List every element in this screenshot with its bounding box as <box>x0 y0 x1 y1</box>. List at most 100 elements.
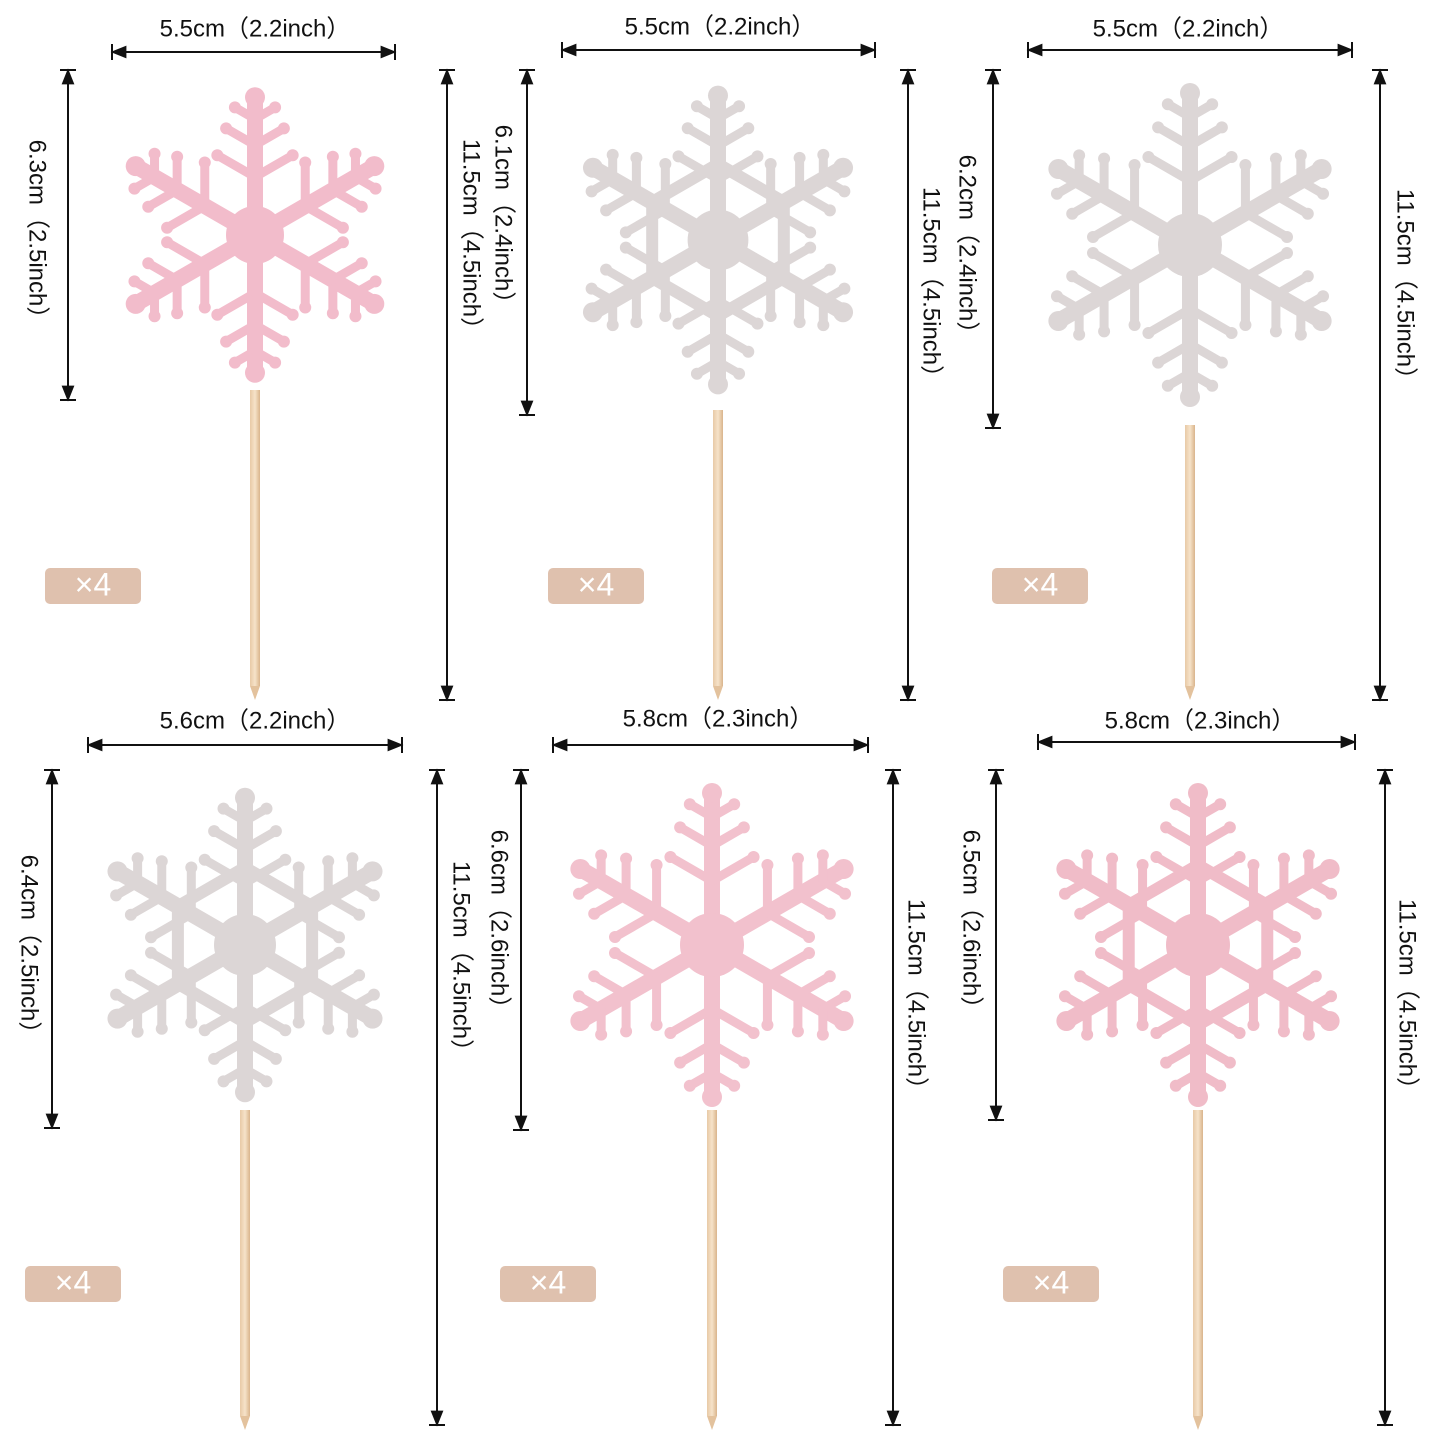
branch <box>1161 822 1203 851</box>
arm-tip <box>1048 159 1069 179</box>
branch-tip <box>299 156 312 169</box>
branch <box>1240 208 1292 242</box>
stick-tip <box>1193 1416 1203 1430</box>
branch-tip <box>1247 1019 1260 1031</box>
branch <box>1185 339 1227 368</box>
branch <box>162 237 210 269</box>
width-label: 5.6cm（2.2inch） <box>160 707 351 734</box>
arm-tip <box>1311 159 1332 179</box>
branch-tip <box>664 851 677 863</box>
branch-tip <box>761 859 774 871</box>
branch-tip <box>299 301 312 314</box>
branch <box>1271 190 1313 219</box>
branch <box>1088 208 1140 242</box>
branch-tip <box>1215 356 1228 369</box>
branch-tip <box>1087 231 1100 243</box>
branch-tip <box>142 257 155 270</box>
arm-tip <box>362 861 383 882</box>
branch-tip <box>1073 149 1086 162</box>
branch-tip <box>816 849 829 862</box>
quantity-label: ×4 <box>75 566 111 602</box>
branch-tip <box>1214 798 1227 811</box>
branch-tip <box>742 122 755 135</box>
branch-tip <box>208 825 221 838</box>
branch <box>621 205 670 237</box>
branch-tip <box>217 802 230 815</box>
branch-tip <box>124 908 137 921</box>
product-item: 5.5cm（2.2inch） 6.2cm（2.4inch） 11.5cm（4.5in… <box>954 15 1419 702</box>
branch <box>1096 948 1148 982</box>
branch-tip <box>1223 1056 1236 1069</box>
branch-tip <box>620 852 633 865</box>
branch-tip <box>1074 907 1087 920</box>
total-label: 11.5cm（4.5inch） <box>1394 899 1421 1101</box>
branch-tip <box>838 185 851 198</box>
branch-tip <box>1280 247 1293 259</box>
branch <box>200 855 250 888</box>
branch <box>1153 122 1195 151</box>
branch <box>707 822 749 851</box>
arm-tip <box>1188 783 1208 803</box>
branch-tip <box>1206 98 1219 111</box>
branch-tip <box>823 204 836 217</box>
height-label: 6.1cm（2.4inch） <box>490 125 517 316</box>
branch-tip <box>1152 356 1165 369</box>
branch <box>294 948 344 981</box>
branch <box>1151 1004 1203 1038</box>
branch-tip <box>816 1028 829 1041</box>
branch-tip <box>1225 327 1238 339</box>
branch-tip <box>1223 821 1236 834</box>
branch <box>675 822 717 851</box>
branch-tip <box>595 849 608 862</box>
branch <box>675 1039 717 1068</box>
branch-tip <box>1325 887 1338 900</box>
branch-tip <box>1136 859 1149 871</box>
branch <box>1075 971 1117 1000</box>
branch-tip <box>690 100 703 113</box>
arm-tip <box>1056 859 1077 879</box>
branch-tip <box>277 122 290 135</box>
width-label: 5.5cm（2.2inch） <box>625 13 816 40</box>
branch-tip <box>1239 159 1252 171</box>
branch-tip <box>1095 931 1108 943</box>
branch-tip <box>817 148 830 161</box>
product-item: 5.8cm（2.3inch） 6.6cm（2.6inch） 11.5cm（4.5in… <box>486 705 930 1430</box>
quantity-badge <box>25 1266 121 1302</box>
stick <box>1185 425 1195 686</box>
branch <box>212 150 260 182</box>
branch-tip <box>650 1019 663 1031</box>
branch-tip <box>269 356 282 369</box>
branch <box>793 971 835 1000</box>
arm-tip <box>245 87 265 108</box>
branch-tip <box>681 122 694 135</box>
quantity-label: ×4 <box>55 1264 91 1300</box>
arm-tip <box>702 783 722 803</box>
snowflake <box>570 783 854 1107</box>
branch <box>300 237 348 269</box>
branch-tip <box>269 1052 282 1065</box>
branch-tip <box>1095 947 1108 959</box>
branch-tip <box>148 147 161 160</box>
stick-tip <box>713 686 723 700</box>
branch <box>250 288 298 320</box>
branch-tip <box>572 887 585 900</box>
arm-tip <box>125 293 146 314</box>
branch-tip <box>336 236 349 249</box>
branch <box>212 288 260 320</box>
branch <box>707 1039 749 1068</box>
branch <box>762 908 814 942</box>
branch-tip <box>585 282 598 295</box>
quantity-label: ×4 <box>1022 566 1058 602</box>
branch-tip <box>1098 152 1111 165</box>
arm-tip <box>1188 1087 1208 1107</box>
branch-tip <box>367 889 380 902</box>
branch-tip <box>823 907 836 920</box>
branch <box>1143 304 1195 338</box>
quantity-badge <box>1003 1266 1099 1302</box>
branch-tip <box>751 317 764 330</box>
branch-tip <box>1294 149 1307 162</box>
branch-tip <box>269 825 282 838</box>
arm-tip <box>570 859 591 879</box>
branch-tip <box>336 221 349 234</box>
